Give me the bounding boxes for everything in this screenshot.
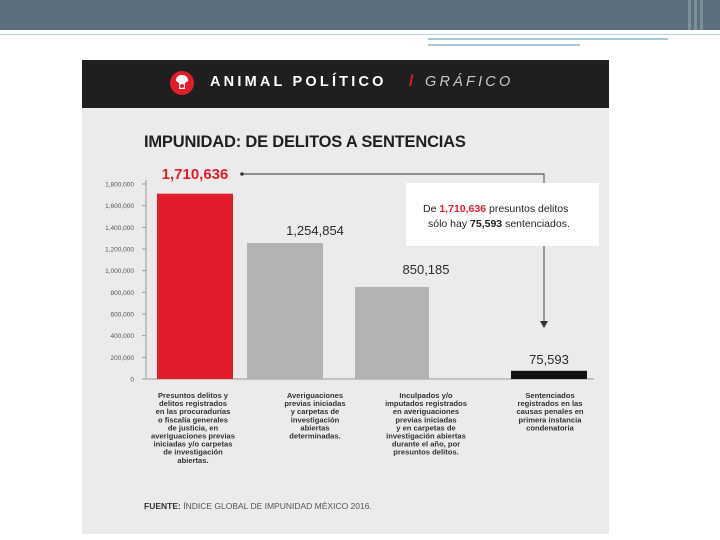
bar [511, 370, 587, 379]
category-label-line: investigación abiertas [386, 432, 466, 441]
y-tick-label: 400,000 [111, 333, 135, 340]
category-label-line: previas iniciadas [395, 415, 456, 424]
bar [355, 286, 429, 379]
category-label-line: Inculpados y/o [399, 391, 453, 400]
category-label-line: determinadas. [289, 432, 341, 441]
category-label-line: causas penales en [516, 407, 583, 416]
callout-text: sólo hay [428, 218, 470, 230]
animal-politico-logo-icon [170, 71, 194, 95]
y-tick-label: 1,200,000 [105, 247, 134, 254]
y-tick-label: 0 [130, 377, 134, 384]
decorative-line [0, 34, 720, 35]
callout-highlight-value: 1,710,636 [439, 203, 486, 215]
category-label-line: registrados en las [518, 399, 583, 408]
category-label-line: abiertas [300, 423, 329, 432]
decorative-line [428, 44, 580, 46]
chart-title: IMPUNIDAD: DE DELITOS A SENTENCIAS [144, 133, 466, 151]
category-label: Inculpados y/o imputados registrados en av… [385, 391, 467, 457]
bar-value-label: 1,710,636 [162, 166, 229, 183]
category-label-line: durante el año, por [392, 440, 460, 449]
callout-line-1: De 1,710,636 presuntos delitos [423, 203, 568, 215]
top-band-stripe [700, 0, 703, 30]
category-label-line: en las procuradurías [156, 407, 231, 416]
top-band-stripe [688, 0, 691, 30]
category-label-line: abiertas. [177, 456, 208, 465]
infographic: ANIMAL POLÍTICO / GRÁFICO IMPUNIDAD: DE … [82, 60, 609, 534]
y-tick-label: 1,400,000 [105, 225, 134, 232]
category-label-line: de investigación [163, 448, 223, 457]
top-band-stripe [694, 0, 697, 30]
category-label-line: iniciadas y/o carpetas [154, 440, 233, 449]
bar-value-label: 75,593 [529, 352, 569, 367]
category-label: Sentenciados registrados en las causas pen… [516, 391, 583, 432]
category-label-line: Sentenciados [525, 391, 574, 400]
category-label-line: imputados registrados [385, 399, 467, 408]
category-label-line: delitos registrados [159, 399, 227, 408]
bar-chart: 0 200,000 400,000 600,000 800,000 1,000,000 1,… [105, 166, 599, 465]
category-label: Presuntos delitos y delitos registrados en… [151, 391, 235, 465]
callout-text: presuntos delitos [486, 203, 568, 215]
category-label-line: Averiguaciones [287, 391, 343, 400]
category-label-line: en averiguaciones [393, 407, 459, 416]
y-tick-label: 200,000 [111, 355, 135, 362]
category-label-line: investigación [291, 415, 340, 424]
y-tick-label: 1,800,000 [105, 182, 134, 189]
category-label-line: Presuntos delitos y [158, 391, 229, 400]
slide-top-band [0, 0, 720, 30]
category-label-line: previas iniciadas [284, 399, 345, 408]
callout-box [406, 183, 599, 246]
brand-name: ANIMAL POLÍTICO [210, 74, 387, 90]
source-label: FUENTE: [144, 501, 181, 511]
category-label-line: y carpetas de [291, 407, 340, 416]
infographic-header: ANIMAL POLÍTICO / GRÁFICO [82, 60, 609, 108]
category-label-line: primera instancia [519, 415, 583, 424]
bar-value-label: 850,185 [403, 262, 450, 277]
y-tick-label: 600,000 [111, 312, 135, 319]
y-tick-label: 1,600,000 [105, 203, 134, 210]
category-label-line: y en carpetas de [396, 423, 456, 432]
callout-highlight-value: 75,593 [470, 218, 502, 230]
callout-text: De [423, 203, 439, 215]
category-label: Averiguaciones previas iniciadas y carpeta… [284, 391, 345, 441]
callout-line-2: sólo hay 75,593 sentenciados. [428, 218, 570, 230]
bar [247, 243, 323, 379]
decorative-line [428, 38, 668, 40]
category-label-line: presuntos delitos. [393, 448, 458, 457]
callout-text: sentenciados. [502, 218, 570, 230]
callout-arrow-icon [540, 321, 548, 328]
source-note: FUENTE: ÍNDICE GLOBAL DE IMPUNIDAD MÉXIC… [144, 501, 372, 511]
bar-value-label: 1,254,854 [286, 223, 344, 238]
source-text: ÍNDICE GLOBAL DE IMPUNIDAD MÉXICO 2016. [180, 501, 372, 511]
category-label-line: condenatoria [526, 423, 574, 432]
category-label-line: o fiscalía generales [158, 415, 228, 424]
callout-connector-line [242, 173, 545, 322]
category-label-line: de justicia, en [168, 423, 219, 432]
bar [157, 193, 233, 379]
y-tick-label: 1,000,000 [105, 268, 134, 275]
y-tick-label: 800,000 [111, 290, 135, 297]
section-name: GRÁFICO [425, 74, 514, 90]
category-label-line: averiguaciones previas [151, 432, 235, 441]
brand-separator: / [409, 73, 414, 90]
